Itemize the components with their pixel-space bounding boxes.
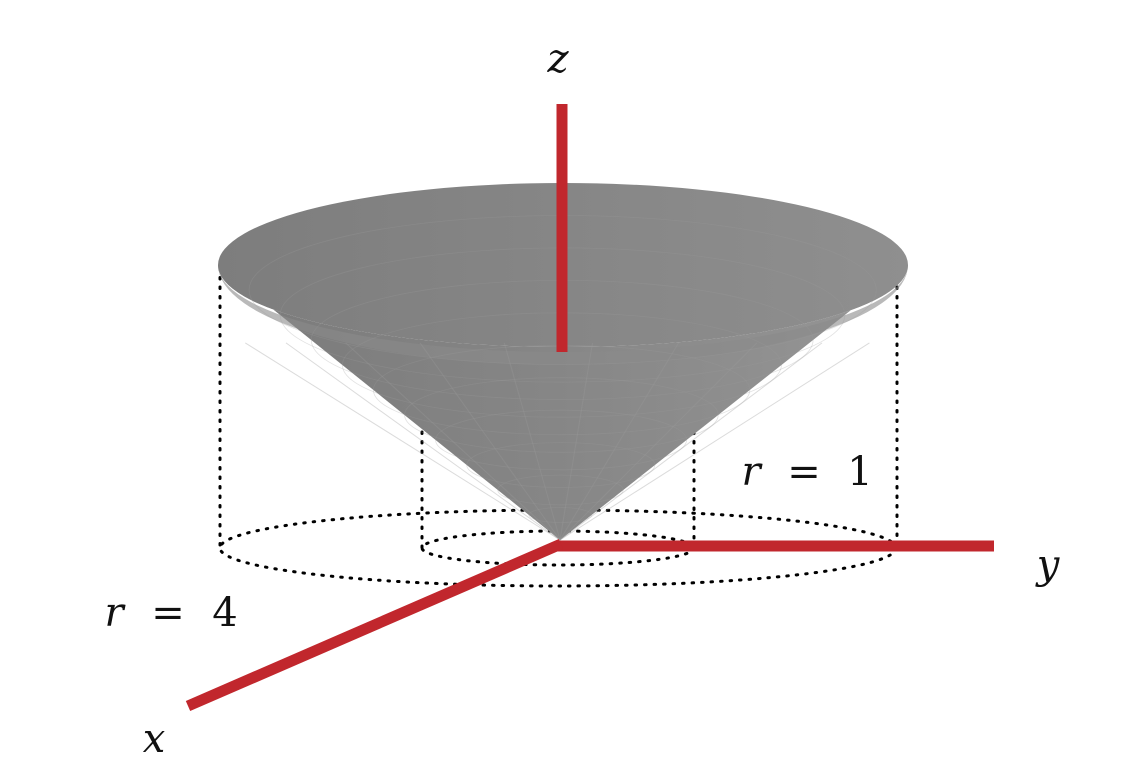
cone-body — [218, 265, 908, 540]
inner-radius-label: r = 1 — [741, 449, 872, 495]
coordinate-axes — [185, 104, 994, 712]
cone-generator-line — [245, 342, 561, 541]
cone-generator-line — [559, 342, 870, 541]
cone-mesh-lines — [245, 215, 877, 541]
x-axis — [185, 538, 564, 712]
outer-radius-label: r = 4 — [104, 590, 237, 636]
cone-generator-line — [345, 342, 561, 541]
cone-generator-line — [559, 342, 823, 541]
cone-generator-line — [559, 342, 758, 541]
inner-radius-value: 1 — [847, 449, 872, 495]
y-axis-label: y — [1035, 542, 1061, 588]
cone-generator-line — [419, 342, 561, 541]
cone-generator-line — [559, 342, 593, 541]
x-axis-label: x — [143, 716, 166, 762]
z-axis-label: z — [546, 36, 569, 82]
cone-ring-line — [435, 409, 687, 471]
cone-ring-line — [528, 507, 593, 523]
cone-generator-line — [503, 342, 561, 541]
cone-ring-line — [404, 377, 719, 453]
outer-radius-var: r — [104, 590, 126, 636]
cone-generator-line — [559, 342, 680, 541]
cone-generator-line — [285, 342, 561, 541]
inner-radius-eq: = — [787, 449, 821, 495]
inner-radius-var: r — [741, 449, 763, 495]
outer-radius-eq: = — [151, 590, 185, 636]
cone-ring-line — [466, 442, 656, 488]
cone-ring-line — [497, 474, 624, 506]
outer-radius-value: 4 — [212, 590, 237, 636]
